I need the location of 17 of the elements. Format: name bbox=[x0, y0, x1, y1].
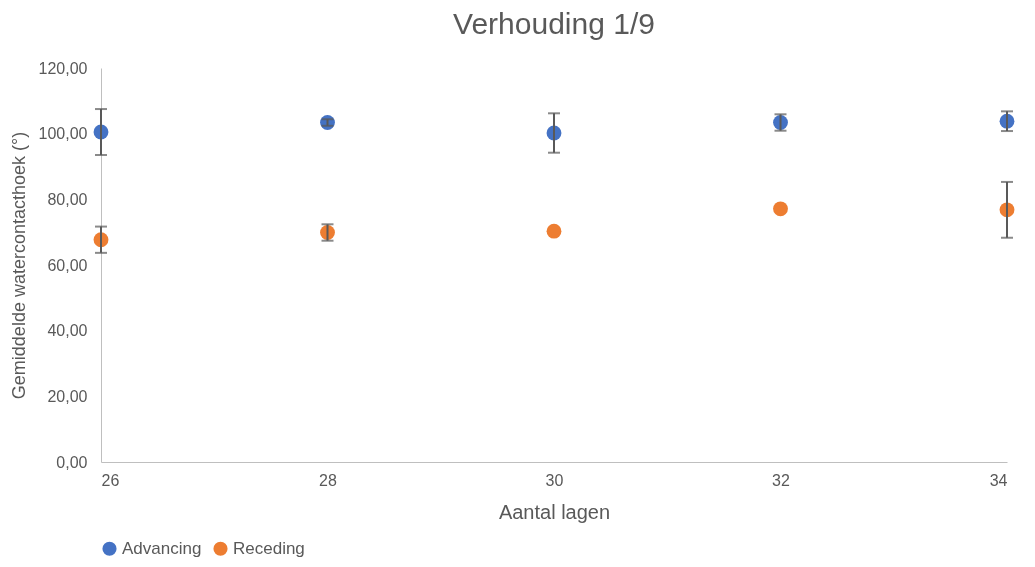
legend-label: Advancing bbox=[122, 538, 202, 558]
y-tick-label: 120,00 bbox=[38, 59, 88, 77]
x-tick-label: 28 bbox=[319, 471, 337, 489]
y-tick-label: 80,00 bbox=[47, 190, 88, 208]
y-tick-label: 20,00 bbox=[47, 387, 88, 405]
x-tick-label: 32 bbox=[772, 471, 790, 489]
y-tick-label: 40,00 bbox=[47, 322, 88, 340]
y-tick-label: 0,00 bbox=[56, 453, 88, 471]
y-axis-title: Gemiddelde watercontacthoek (°) bbox=[8, 131, 29, 400]
x-tick-label: 34 bbox=[989, 471, 1008, 489]
x-tick-label: 30 bbox=[545, 471, 564, 489]
legend-label: Receding bbox=[233, 538, 305, 558]
x-tick-label: 26 bbox=[101, 471, 120, 489]
x-axis-title: Aantal lagen bbox=[498, 500, 611, 523]
y-tick-label: 100,00 bbox=[38, 125, 88, 143]
chart-title: Verhouding 1/9 bbox=[453, 7, 655, 40]
y-tick-label: 60,00 bbox=[47, 256, 88, 274]
